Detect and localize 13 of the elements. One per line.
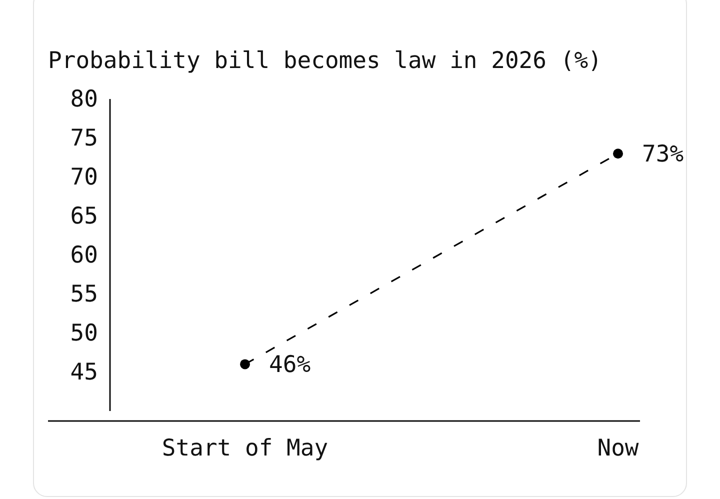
y-tick-label: 60 (70, 242, 98, 268)
y-tick-label: 55 (70, 281, 98, 308)
y-tick-label: 70 (70, 164, 98, 190)
x-tick-label: Now (597, 435, 639, 462)
y-tick-label: 80 (70, 86, 98, 112)
y-tick-label: 50 (70, 320, 98, 346)
y-tick-label: 65 (70, 203, 98, 230)
y-tick-label: 45 (70, 359, 98, 386)
y-tick-label: 75 (70, 125, 98, 152)
chart-title: Probability bill becomes law in 2026 (%) (48, 48, 602, 74)
data-label: 46% (269, 352, 311, 378)
x-tick-label: Start of May (162, 435, 328, 462)
data-label: 73% (642, 142, 684, 168)
